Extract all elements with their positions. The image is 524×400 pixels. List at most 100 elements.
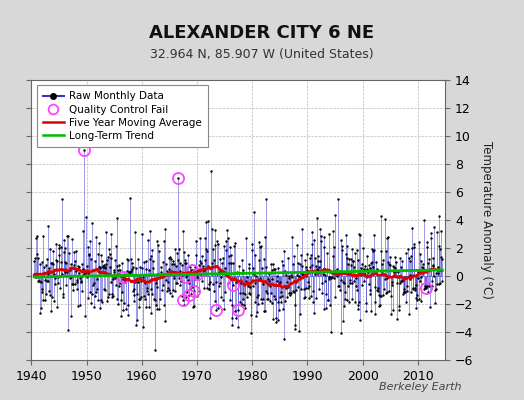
Point: [199, 268, 207, 274]
Point: [329, 253, 337, 260]
Point: [84, 295, 92, 302]
Point: [147, 286, 156, 292]
Point: [261, 308, 269, 314]
Point: [218, 259, 226, 266]
Point: [36, 309, 45, 316]
Point: [354, 305, 362, 312]
Point: [420, 216, 428, 223]
Point: [414, 239, 423, 245]
Point: [33, 232, 41, 239]
Point: [354, 257, 363, 263]
Point: [108, 290, 116, 297]
Point: [363, 265, 372, 272]
Point: [399, 289, 408, 296]
Point: [290, 325, 299, 332]
Point: [295, 273, 303, 279]
Point: [70, 262, 79, 268]
Point: [41, 262, 50, 269]
Point: [74, 263, 83, 270]
Point: [316, 226, 324, 232]
Point: [341, 296, 350, 303]
Point: [386, 262, 395, 268]
Point: [225, 260, 233, 266]
Point: [157, 263, 165, 270]
Point: [64, 250, 73, 256]
Point: [238, 267, 247, 274]
Point: [61, 245, 69, 251]
Point: [116, 297, 125, 304]
Point: [432, 229, 441, 235]
Point: [271, 296, 279, 302]
Point: [356, 317, 364, 323]
Point: [297, 252, 305, 258]
Point: [319, 271, 327, 277]
Point: [148, 291, 157, 297]
Point: [34, 255, 42, 262]
Point: [77, 277, 85, 284]
Point: [341, 289, 349, 295]
Point: [160, 238, 168, 244]
Point: [76, 301, 84, 308]
Point: [187, 291, 195, 298]
Point: [225, 244, 234, 250]
Point: [219, 255, 227, 262]
Point: [166, 290, 174, 296]
Point: [182, 294, 191, 300]
Point: [391, 259, 400, 266]
Point: [415, 296, 423, 302]
Point: [298, 226, 307, 232]
Point: [185, 264, 194, 270]
Point: [375, 302, 384, 308]
Text: ALEXANDER CITY 6 NE: ALEXANDER CITY 6 NE: [149, 24, 375, 42]
Point: [331, 212, 339, 218]
Point: [201, 256, 209, 263]
Point: [249, 270, 258, 277]
Point: [120, 300, 128, 306]
Point: [66, 275, 74, 282]
Point: [333, 266, 341, 272]
Point: [89, 266, 97, 273]
Point: [231, 240, 239, 247]
Point: [138, 231, 146, 237]
Point: [292, 287, 300, 294]
Point: [205, 281, 214, 287]
Point: [207, 264, 215, 270]
Point: [324, 297, 332, 304]
Point: [107, 231, 115, 237]
Point: [305, 282, 313, 289]
Point: [277, 299, 285, 306]
Point: [278, 257, 286, 264]
Point: [68, 236, 76, 242]
Point: [423, 239, 431, 245]
Point: [277, 288, 286, 295]
Point: [267, 260, 275, 267]
Point: [337, 237, 345, 244]
Point: [221, 289, 230, 296]
Point: [378, 261, 386, 268]
Point: [196, 235, 204, 241]
Point: [135, 296, 143, 302]
Point: [117, 312, 125, 319]
Point: [249, 265, 257, 271]
Point: [422, 244, 431, 250]
Point: [96, 263, 105, 270]
Point: [154, 242, 162, 248]
Point: [134, 256, 142, 262]
Point: [34, 278, 42, 284]
Point: [47, 308, 56, 314]
Point: [236, 299, 244, 306]
Point: [141, 280, 149, 286]
Point: [318, 290, 326, 296]
Point: [348, 245, 356, 252]
Point: [202, 285, 211, 291]
Point: [216, 256, 225, 262]
Point: [234, 280, 242, 286]
Point: [285, 290, 293, 296]
Point: [152, 238, 161, 244]
Point: [336, 268, 344, 274]
Point: [38, 259, 46, 265]
Point: [154, 271, 162, 277]
Point: [353, 286, 361, 293]
Point: [370, 311, 379, 317]
Point: [384, 234, 392, 241]
